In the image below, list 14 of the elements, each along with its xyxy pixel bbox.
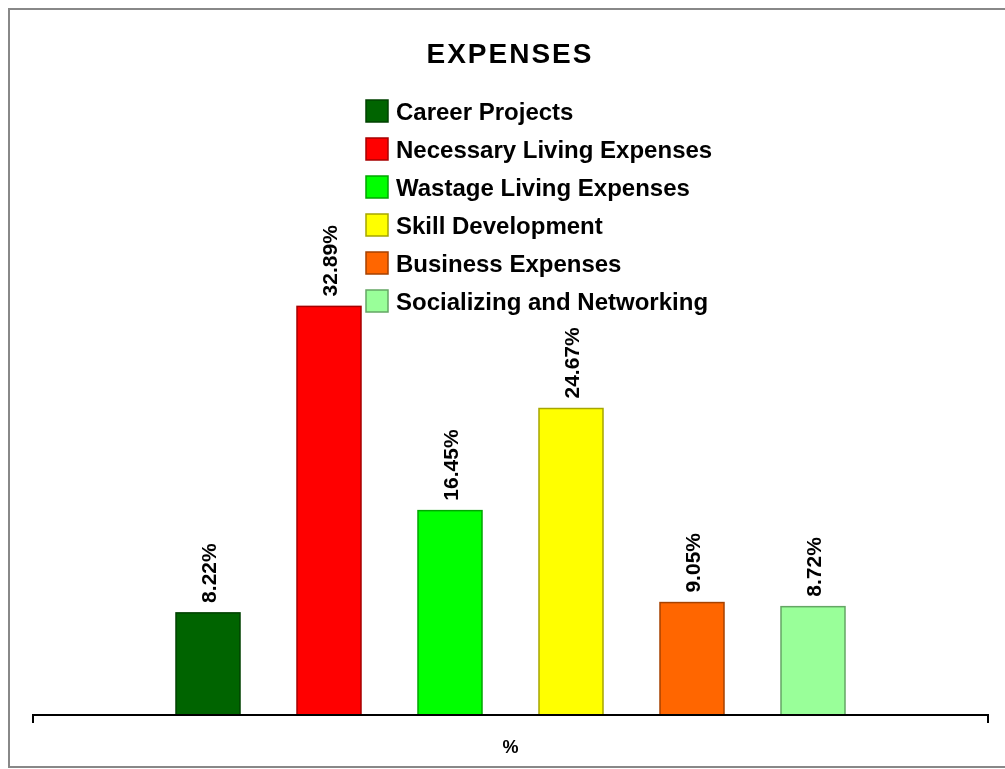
legend-label: Socializing and Networking xyxy=(396,288,709,315)
legend-label: Career Projects xyxy=(396,98,574,125)
legend-label: Wastage Living Expenses xyxy=(396,174,690,201)
data-label: 16.45% xyxy=(439,429,462,501)
x-axis-title: % xyxy=(502,737,519,757)
legend-label: Skill Development xyxy=(396,212,603,239)
legend-label: Necessary Living Expenses xyxy=(396,136,713,163)
data-label: 9.05% xyxy=(681,532,704,593)
legend-label: Business Expenses xyxy=(396,250,622,277)
data-label: 8.72% xyxy=(802,536,825,597)
chart-title: EXPENSES xyxy=(426,38,594,69)
data-label: 32.89% xyxy=(318,224,341,297)
data-label: 8.22% xyxy=(197,543,220,603)
data-label: 24.67% xyxy=(560,326,583,399)
